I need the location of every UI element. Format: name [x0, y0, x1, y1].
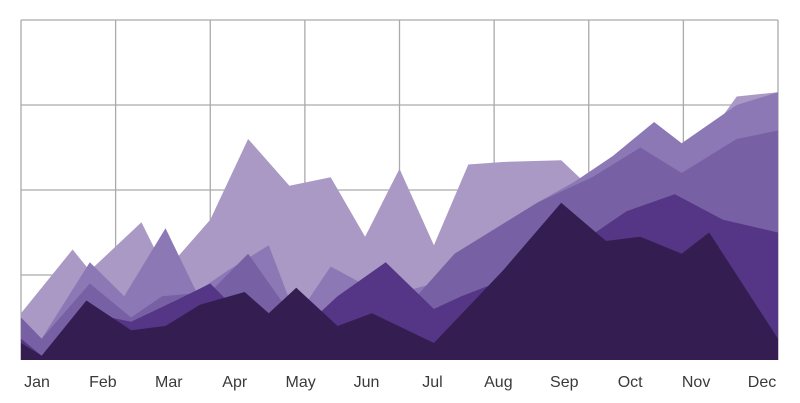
x-tick-label: Jul	[422, 374, 442, 391]
x-tick-label: Sep	[550, 374, 579, 391]
area-series-5	[21, 202, 778, 360]
x-tick-label: Aug	[484, 374, 512, 391]
x-tick-label: Apr	[222, 374, 248, 391]
area-layers	[21, 92, 778, 360]
x-tick-label: Feb	[89, 374, 117, 391]
x-tick-label: Oct	[618, 374, 643, 391]
x-tick-label: Mar	[155, 374, 183, 391]
x-tick-label: May	[286, 374, 316, 391]
x-tick-label: Nov	[682, 374, 710, 391]
x-tick-label: Jan	[24, 374, 50, 391]
x-tick-label: Jun	[354, 374, 380, 391]
x-tick-label: Dec	[748, 374, 776, 391]
x-axis-tick-labels: Jan Feb Mar Apr May Jun Jul Aug Sep Oct Nov Dec	[24, 374, 776, 391]
